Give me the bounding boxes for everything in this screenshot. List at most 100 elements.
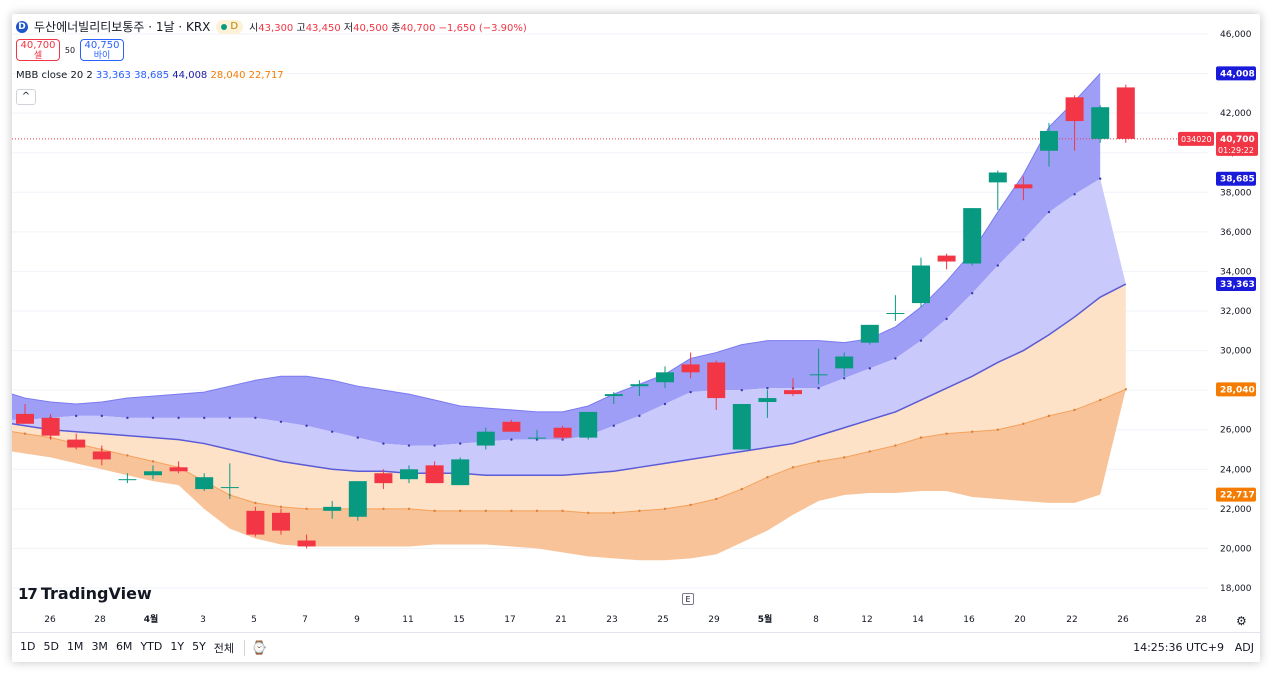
candle-body bbox=[604, 394, 623, 397]
mid-upper-dot bbox=[1099, 177, 1102, 180]
mid-upper-dot bbox=[996, 264, 999, 267]
candle-body bbox=[912, 265, 930, 304]
indicator-upper-value: 44,008 bbox=[172, 70, 208, 81]
candle-body bbox=[502, 421, 521, 432]
time-axis-label: 11 bbox=[402, 615, 413, 625]
timeframe-1[interactable]: 5D bbox=[43, 640, 59, 653]
tradingview-logo-icon: 17 bbox=[18, 584, 38, 603]
mid-lower-dot bbox=[535, 509, 539, 513]
price-axis-label: 18,000 bbox=[1220, 584, 1252, 594]
timeframe-2[interactable]: 1M bbox=[66, 640, 84, 653]
last-price-tag bbox=[1216, 131, 1258, 156]
mid-lower-dot bbox=[740, 487, 743, 491]
indicator-legend[interactable]: MBB close 20 2 33,363 38,685 44,008 28,0… bbox=[16, 70, 284, 81]
market-status-badge[interactable]: D bbox=[216, 19, 244, 34]
timeframe-7[interactable]: 5Y bbox=[192, 640, 206, 653]
time-axis-label: 28 bbox=[94, 615, 106, 625]
calendar-range-icon[interactable]: ⌚ bbox=[251, 640, 268, 656]
candle-body bbox=[400, 469, 418, 480]
mid-upper-dot bbox=[151, 416, 155, 420]
mid-upper-dot bbox=[510, 438, 513, 441]
candle-body bbox=[451, 459, 470, 486]
time-axis-label: 3 bbox=[200, 615, 206, 625]
symbol-code-label: 034020 bbox=[1181, 135, 1212, 144]
countdown-label: 01:29:22 bbox=[1218, 146, 1254, 155]
candle-body bbox=[579, 411, 598, 438]
mid-upper-dot bbox=[1022, 238, 1025, 241]
mid-lower-dot bbox=[382, 507, 385, 511]
timeframe-8[interactable]: 전체 bbox=[213, 642, 235, 655]
indicator-lower-value: 22,717 bbox=[248, 70, 284, 81]
symbol-price-tag bbox=[1178, 131, 1214, 146]
mid-lower-band-fill bbox=[12, 284, 1126, 513]
mid-lower-dot bbox=[663, 507, 667, 511]
candle-body bbox=[656, 372, 674, 383]
mid-upper-dot bbox=[177, 416, 180, 420]
symbol-title[interactable]: 두산에너빌리티보통주 · 1날 · KRX bbox=[34, 20, 211, 34]
timeframe-4[interactable]: 6M bbox=[115, 640, 133, 653]
price-axis-label: 32,000 bbox=[1220, 307, 1252, 317]
candle-body bbox=[528, 437, 546, 439]
earnings-badge[interactable]: E bbox=[682, 593, 694, 605]
sell-label: 셀 bbox=[33, 51, 43, 61]
timeframe-group: 1D 5D 1M 3M 6M YTD 1Y 5Y 전체 bbox=[16, 640, 238, 656]
time-axis-label: 25 bbox=[657, 615, 668, 625]
clock[interactable]: 14:25:36 UTC+9 bbox=[1133, 641, 1224, 654]
mid-upper-dot bbox=[1047, 210, 1051, 214]
mid-upper-dot bbox=[945, 317, 948, 321]
mid-lower-dot bbox=[510, 509, 513, 513]
gear-icon[interactable]: ⚙ bbox=[1236, 614, 1247, 628]
candle-body bbox=[681, 364, 700, 373]
mid-upper-dot bbox=[894, 357, 897, 360]
candle-body bbox=[630, 384, 649, 387]
mid-upper-dot bbox=[843, 377, 846, 380]
close-value: 40,700 bbox=[400, 23, 436, 34]
mid-upper-dot bbox=[740, 388, 743, 392]
mid-upper-dot bbox=[919, 339, 923, 342]
time-axis-label: 28 bbox=[1195, 615, 1207, 625]
candle-body bbox=[1091, 107, 1110, 139]
candle-body bbox=[323, 506, 342, 511]
timeframe-5[interactable]: YTD bbox=[140, 640, 163, 653]
mid-lower-dot bbox=[23, 432, 27, 435]
mid-upper-dot bbox=[305, 424, 308, 427]
mid-lower-dot bbox=[1124, 388, 1128, 391]
mid-upper-dot bbox=[279, 420, 283, 423]
price-chart[interactable]: 46,00044,00042,00040,00038,00036,00034,0… bbox=[12, 14, 1260, 632]
price-axis-label: 36,000 bbox=[1220, 228, 1252, 238]
timeframe-6[interactable]: 1Y bbox=[170, 640, 185, 653]
mid-upper-dot bbox=[766, 386, 769, 390]
candle-body bbox=[1014, 184, 1033, 189]
indicator-name: MBB close 20 2 bbox=[16, 70, 93, 81]
mid-lower-dot bbox=[817, 460, 820, 463]
timeframe-3[interactable]: 3M bbox=[91, 640, 108, 653]
last-price-value: 40,700 bbox=[1220, 135, 1255, 145]
mid-upper-dot bbox=[75, 414, 78, 418]
sell-button[interactable]: 40,700 셀 bbox=[16, 39, 60, 61]
candle-body bbox=[553, 427, 572, 438]
timeframe-0[interactable]: 1D bbox=[20, 640, 36, 653]
time-axis-label: 22 bbox=[1066, 615, 1077, 625]
candle-body bbox=[67, 439, 86, 448]
mid-lower-dot bbox=[1022, 422, 1025, 425]
collapse-legend-button[interactable]: ^ bbox=[16, 89, 36, 105]
mid-lower-dot bbox=[151, 460, 155, 463]
mid-upper-dot bbox=[868, 367, 871, 370]
candle-body bbox=[297, 540, 316, 547]
candle-body bbox=[348, 481, 367, 517]
change-value: −1,650 (−3.90%) bbox=[438, 23, 527, 34]
time-axis-label: 20 bbox=[1014, 615, 1026, 625]
low-label: 저 bbox=[343, 23, 354, 34]
upper-band-line bbox=[12, 73, 1101, 413]
tradingview-watermark[interactable]: 17 TradingView bbox=[18, 584, 152, 603]
mid-upper-dot bbox=[638, 414, 641, 418]
mid-upper-dot bbox=[1073, 193, 1076, 196]
candle-body bbox=[220, 487, 239, 489]
adj-button[interactable]: ADJ bbox=[1234, 641, 1254, 654]
band-price-tag bbox=[1216, 171, 1256, 186]
price-axis-label: 22,000 bbox=[1220, 505, 1252, 515]
time-axis-label: 26 bbox=[1117, 615, 1129, 625]
mid-upper-dot bbox=[100, 414, 104, 418]
buy-button[interactable]: 40,750 바이 bbox=[80, 39, 124, 61]
band-price-tag-label: 38,685 bbox=[1220, 175, 1255, 185]
